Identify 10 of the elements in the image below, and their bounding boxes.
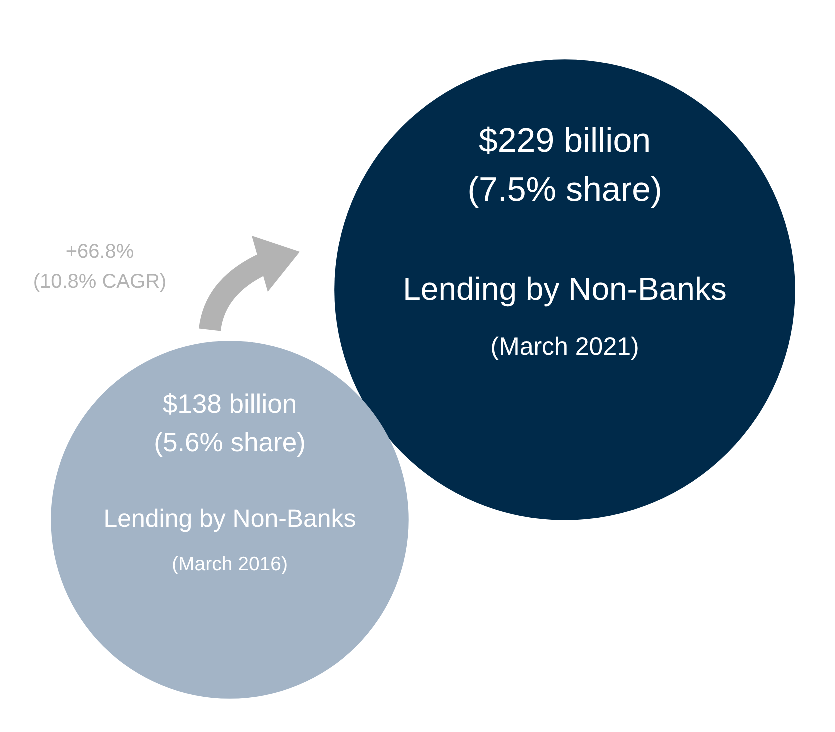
text: (5.6% share)	[154, 427, 306, 458]
category-label: Lending by Non-Banks	[403, 271, 727, 307]
text: (March 2016)	[172, 553, 288, 576]
text: +66.8%	[66, 241, 134, 263]
category-label: Lending by Non-Banks	[104, 505, 356, 533]
text: (10.8% CAGR)	[33, 271, 167, 293]
data-label: $138 billion	[162, 388, 298, 419]
data-label: $229 billion	[478, 122, 652, 160]
text: (7.5% share)	[468, 171, 662, 210]
text: (March 2021)	[490, 333, 640, 362]
